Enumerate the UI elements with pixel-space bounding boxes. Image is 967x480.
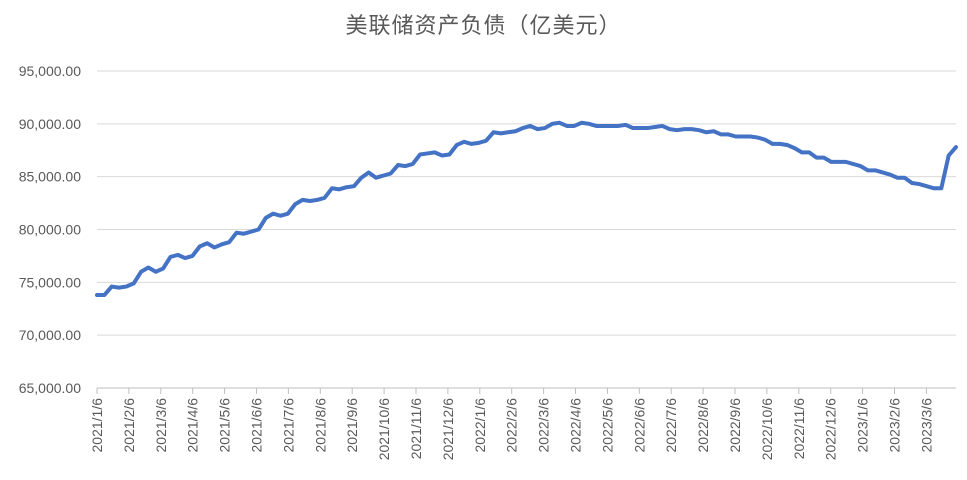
x-tick-label: 2021/6/6	[249, 398, 265, 453]
x-tick-label: 2021/5/6	[217, 398, 233, 453]
x-tick-label: 2022/2/6	[504, 398, 520, 453]
x-tick-label: 2023/2/6	[887, 398, 903, 453]
x-tick-label: 2021/9/6	[344, 398, 360, 453]
x-tick-label: 2022/7/6	[663, 398, 679, 453]
x-tick-label: 2022/11/6	[791, 398, 807, 459]
y-tick-label: 80,000.00	[19, 222, 81, 238]
y-tick-label: 75,000.00	[19, 274, 81, 290]
series-line	[95, 120, 958, 298]
x-tick-label: 2022/12/6	[823, 398, 839, 460]
x-tick-label: 2022/5/6	[599, 398, 615, 453]
x-tick-label: 2023/3/6	[918, 398, 934, 453]
y-tick-label: 85,000.00	[19, 169, 81, 185]
x-tick-label: 2021/8/6	[312, 398, 328, 453]
x-tick-label: 2022/6/6	[631, 398, 647, 453]
y-tick-label: 90,000.00	[19, 116, 81, 132]
chart-title: 美联储资产负债（亿美元）	[345, 14, 622, 39]
x-tick-label: 2021/11/6	[408, 398, 424, 459]
x-tick-label: 2022/8/6	[695, 398, 711, 453]
x-tick-label: 2022/9/6	[727, 398, 743, 453]
x-tick-label: 2021/4/6	[185, 398, 201, 453]
y-tick-label: 65,000.00	[19, 380, 81, 396]
x-tick-label: 2022/4/6	[568, 398, 584, 453]
x-tick-label: 2022/3/6	[536, 398, 552, 453]
y-tick-label: 70,000.00	[19, 327, 81, 343]
x-tick-label: 2021/10/6	[376, 398, 392, 460]
x-tick-label: 2021/12/6	[440, 398, 456, 460]
x-tick-label: 2021/7/6	[280, 398, 296, 453]
x-tick-label: 2021/3/6	[153, 398, 169, 453]
x-tick-label: 2022/1/6	[472, 398, 488, 453]
x-tick-label: 2021/2/6	[121, 398, 137, 453]
x-tick-label: 2021/1/6	[89, 398, 105, 453]
x-tick-label: 2022/10/6	[759, 398, 775, 460]
x-tick-label: 2023/1/6	[855, 398, 871, 453]
y-tick-label: 95,000.00	[19, 63, 81, 79]
